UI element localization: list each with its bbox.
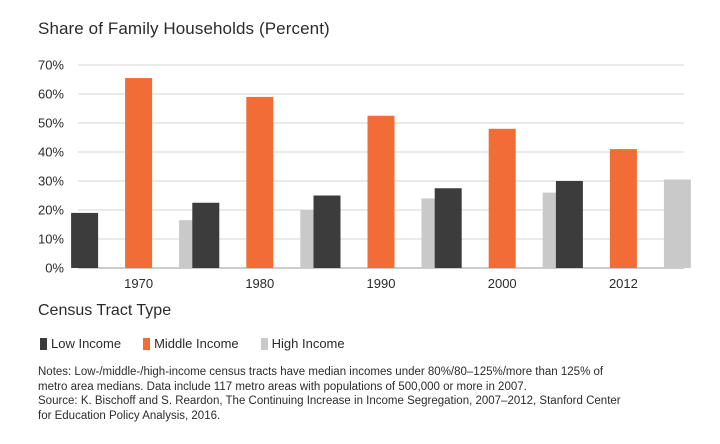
y-tick-label: 30% bbox=[38, 174, 64, 189]
source-line: Source: K. Bischoff and S. Reardon, The … bbox=[38, 395, 621, 407]
y-tick-label: 60% bbox=[38, 87, 64, 102]
bar-middle-income-1990 bbox=[367, 115, 395, 268]
bar-high-income-2012 bbox=[663, 179, 691, 268]
notes-line: metro area medians. Data include 117 met… bbox=[38, 380, 527, 393]
bar-low-income-1980 bbox=[192, 202, 220, 268]
bar-chart: 0% 10% 20% 30% 40% 50% 60% 70% 1970 1980 1990 2000 2… bbox=[38, 58, 691, 291]
x-tick-label: 1970 bbox=[124, 276, 153, 291]
legend-swatch-low-income bbox=[40, 337, 47, 350]
bar-middle-income-2000 bbox=[488, 128, 516, 268]
legend-item-middle-income: Middle Income bbox=[143, 336, 239, 351]
legend-title: Census Tract Type bbox=[38, 302, 172, 319]
bar-low-income-2012 bbox=[555, 181, 583, 268]
x-tick-label: 2012 bbox=[609, 276, 638, 291]
x-tick-label: 1980 bbox=[245, 276, 274, 291]
y-tick-label: 40% bbox=[38, 145, 64, 160]
legend-item-low-income: Low Income bbox=[40, 336, 121, 351]
source-line: for Education Policy Analysis, 2016. bbox=[38, 409, 221, 422]
y-tick-label: 70% bbox=[38, 58, 64, 73]
y-tick-label: 50% bbox=[38, 116, 64, 131]
y-tick-label: 20% bbox=[38, 203, 64, 218]
bar-middle-income-1980 bbox=[246, 96, 274, 269]
legend-swatch-high-income bbox=[260, 337, 268, 350]
bar-low-income-1970 bbox=[71, 212, 99, 268]
legend: Low Income Middle Income High Income bbox=[40, 336, 367, 351]
x-tick-label: 2000 bbox=[488, 276, 517, 291]
legend-label-low-income: Low Income bbox=[51, 336, 122, 351]
bar-middle-income-2012 bbox=[609, 149, 637, 268]
notes: Notes: Low-/middle-/high-income census t… bbox=[38, 365, 688, 423]
notes-line: Notes: Low-/middle-/high-income census t… bbox=[38, 366, 604, 378]
chart-title: Share of Family Households (Percent) bbox=[38, 19, 330, 38]
bar-low-income-1990 bbox=[313, 195, 341, 268]
y-tick-label: 10% bbox=[38, 232, 64, 247]
legend-item-high-income: High Income bbox=[260, 336, 345, 351]
legend-label-middle-income: Middle Income bbox=[154, 336, 239, 351]
bar-middle-income-1970 bbox=[125, 78, 153, 268]
bar-low-income-2000 bbox=[434, 188, 462, 268]
x-tick-label: 1990 bbox=[367, 276, 396, 291]
y-tick-label: 0% bbox=[45, 261, 64, 276]
legend-swatch-middle-income bbox=[143, 337, 151, 350]
legend-label-high-income: High Income bbox=[271, 336, 345, 351]
